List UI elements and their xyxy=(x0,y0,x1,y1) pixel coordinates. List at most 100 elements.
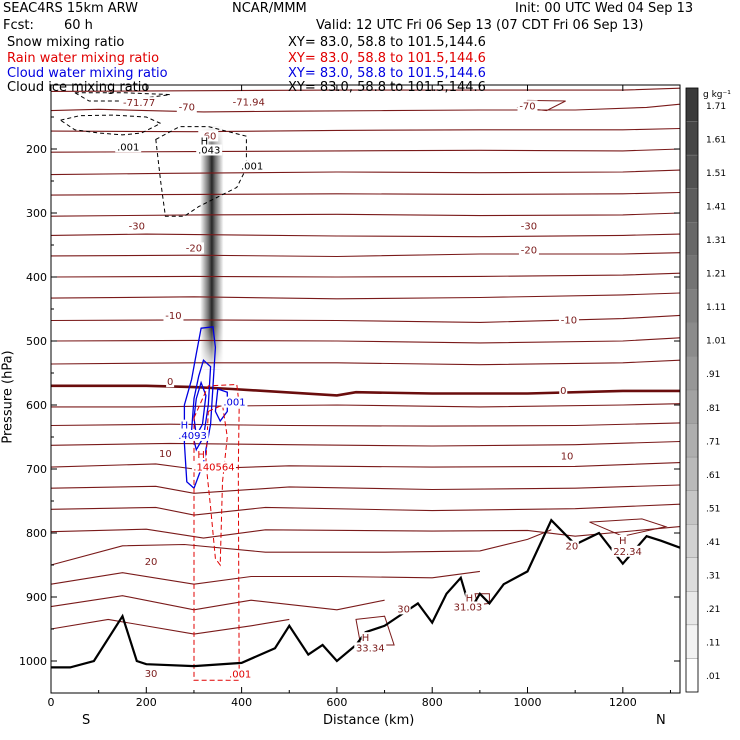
contour-label-background xyxy=(227,668,254,680)
contour-label: H xyxy=(197,450,205,461)
contour-label: 10 xyxy=(561,451,574,462)
plot-background xyxy=(51,85,680,693)
forecast-label: Fcst: xyxy=(3,18,34,33)
colorbar-label: 1.41 xyxy=(706,202,726,212)
plot-frame xyxy=(50,84,681,694)
contour-label: .001 xyxy=(117,142,139,153)
contour-label-background xyxy=(126,220,147,232)
colorbar-label: 1.61 xyxy=(706,135,726,145)
isotherm-line xyxy=(50,570,480,585)
x-tick-label: 600 xyxy=(326,696,347,709)
contour-label: .4093 xyxy=(178,431,207,442)
contour-label-background xyxy=(144,556,159,567)
contour-label: H xyxy=(619,536,627,547)
colorbar-swatch xyxy=(685,121,699,156)
isotherm-line xyxy=(50,337,681,344)
isotherm-line xyxy=(50,503,681,516)
colorbar-swatch xyxy=(685,356,699,391)
legend-cloudice-xy: XY= 83.0, 58.8 to 101.5,144.6 xyxy=(288,80,486,95)
colorbar-swatch xyxy=(685,658,699,693)
contour-label-background xyxy=(396,603,411,615)
isotherm-line xyxy=(50,252,681,258)
colorbar-label: .41 xyxy=(706,538,720,548)
colorbar-frame xyxy=(685,87,699,693)
colorbar-label: .01 xyxy=(706,672,720,682)
contour-label-background xyxy=(465,592,474,604)
x-axis-left-end: S xyxy=(82,713,91,728)
contour-label: -71.77 xyxy=(123,98,155,109)
legend-rain-name: Rain water mixing ratio xyxy=(7,51,160,66)
x-tick-label: 1200 xyxy=(609,696,637,709)
contour-label-background xyxy=(163,310,184,322)
legend-cloudwater-name: Cloud water mixing ratio xyxy=(7,66,168,81)
colorbar-swatch xyxy=(685,456,699,491)
colorbar-label: .81 xyxy=(706,404,720,414)
contour-label-background xyxy=(176,429,209,441)
contour-label: 22.34 xyxy=(613,547,642,558)
contour-label: 33.34 xyxy=(356,643,385,654)
colorbar-swatch xyxy=(685,87,699,122)
colorbar-swatch xyxy=(685,188,699,223)
colorbar-label: .91 xyxy=(706,370,720,380)
contour-label: -10 xyxy=(165,311,181,322)
contour-label: -70 xyxy=(179,103,195,114)
contour-label: -30 xyxy=(129,222,145,233)
forecast-hours: 60 h xyxy=(64,18,93,33)
contour-label-background xyxy=(517,100,538,112)
init-time: Init: 00 UTC Wed 04 Sep 13 xyxy=(515,1,694,16)
colorbar-swatch xyxy=(685,490,699,525)
y-axis-title: Pressure (hPa) xyxy=(0,350,16,444)
contour-label: -10 xyxy=(561,316,577,327)
contour-label-background xyxy=(191,461,236,473)
contour-label: 10 xyxy=(159,449,172,460)
isotherm-loop xyxy=(355,615,395,646)
colorbar-swatch xyxy=(685,389,699,424)
cloud-ice-contour xyxy=(59,114,162,136)
x-tick-label: 800 xyxy=(422,696,443,709)
y-tick-label: 900 xyxy=(26,591,47,604)
x-axis-title: Distance (km) xyxy=(323,713,415,728)
contour-label: -71.94 xyxy=(233,97,265,108)
contour-label-background xyxy=(354,642,387,654)
contour-label-background xyxy=(176,101,197,113)
colorbar-label: .61 xyxy=(706,471,720,481)
contour-label: H xyxy=(201,137,209,148)
isotherm-line xyxy=(50,422,681,427)
colorbar-label: .31 xyxy=(706,572,720,582)
y-tick-label: 400 xyxy=(26,271,47,284)
contour-label: .140564 xyxy=(193,462,234,473)
model-title: SEAC4RS 15km ARW xyxy=(3,1,139,16)
isotherm-line xyxy=(50,212,681,217)
contour-label-background xyxy=(518,220,539,232)
contour-label: .001 xyxy=(223,398,245,409)
legend-cloudice-name: Cloud ice mixing ratio xyxy=(7,80,150,95)
colorbar-swatch xyxy=(685,423,699,458)
y-tick-label: 600 xyxy=(26,399,47,412)
isotherm-line xyxy=(50,359,681,366)
contour-label: .001 xyxy=(241,161,263,172)
x-tick-label: 400 xyxy=(231,696,252,709)
colorbar-label: 1.01 xyxy=(706,337,726,347)
colorbar-label: 1.11 xyxy=(706,303,726,313)
colorbar-swatch xyxy=(685,322,699,357)
colorbar-label: .11 xyxy=(706,639,720,649)
contour-label: 20 xyxy=(565,542,578,553)
contour-label: 0 xyxy=(167,377,173,388)
contour-label-background xyxy=(196,144,223,156)
isotherm-line xyxy=(50,148,681,153)
legend-snow-xy: XY= 83.0, 58.8 to 101.5,144.6 xyxy=(288,35,486,50)
x-tick-label: 200 xyxy=(136,696,157,709)
isotherm-line xyxy=(50,462,681,470)
isotherm-line xyxy=(50,191,681,196)
colorbar-label: .71 xyxy=(706,437,720,447)
contour-label-background xyxy=(618,534,627,546)
contour-label-background xyxy=(559,385,568,397)
isotherm-line xyxy=(50,292,681,300)
isotherm-loop xyxy=(589,518,668,537)
contour-label: -30 xyxy=(521,222,537,233)
contour-label-background xyxy=(239,160,266,172)
contour-label: H xyxy=(466,593,474,604)
y-tick-label: 700 xyxy=(26,463,47,476)
isotherm-line xyxy=(50,484,681,494)
isotherm-line xyxy=(50,169,681,176)
